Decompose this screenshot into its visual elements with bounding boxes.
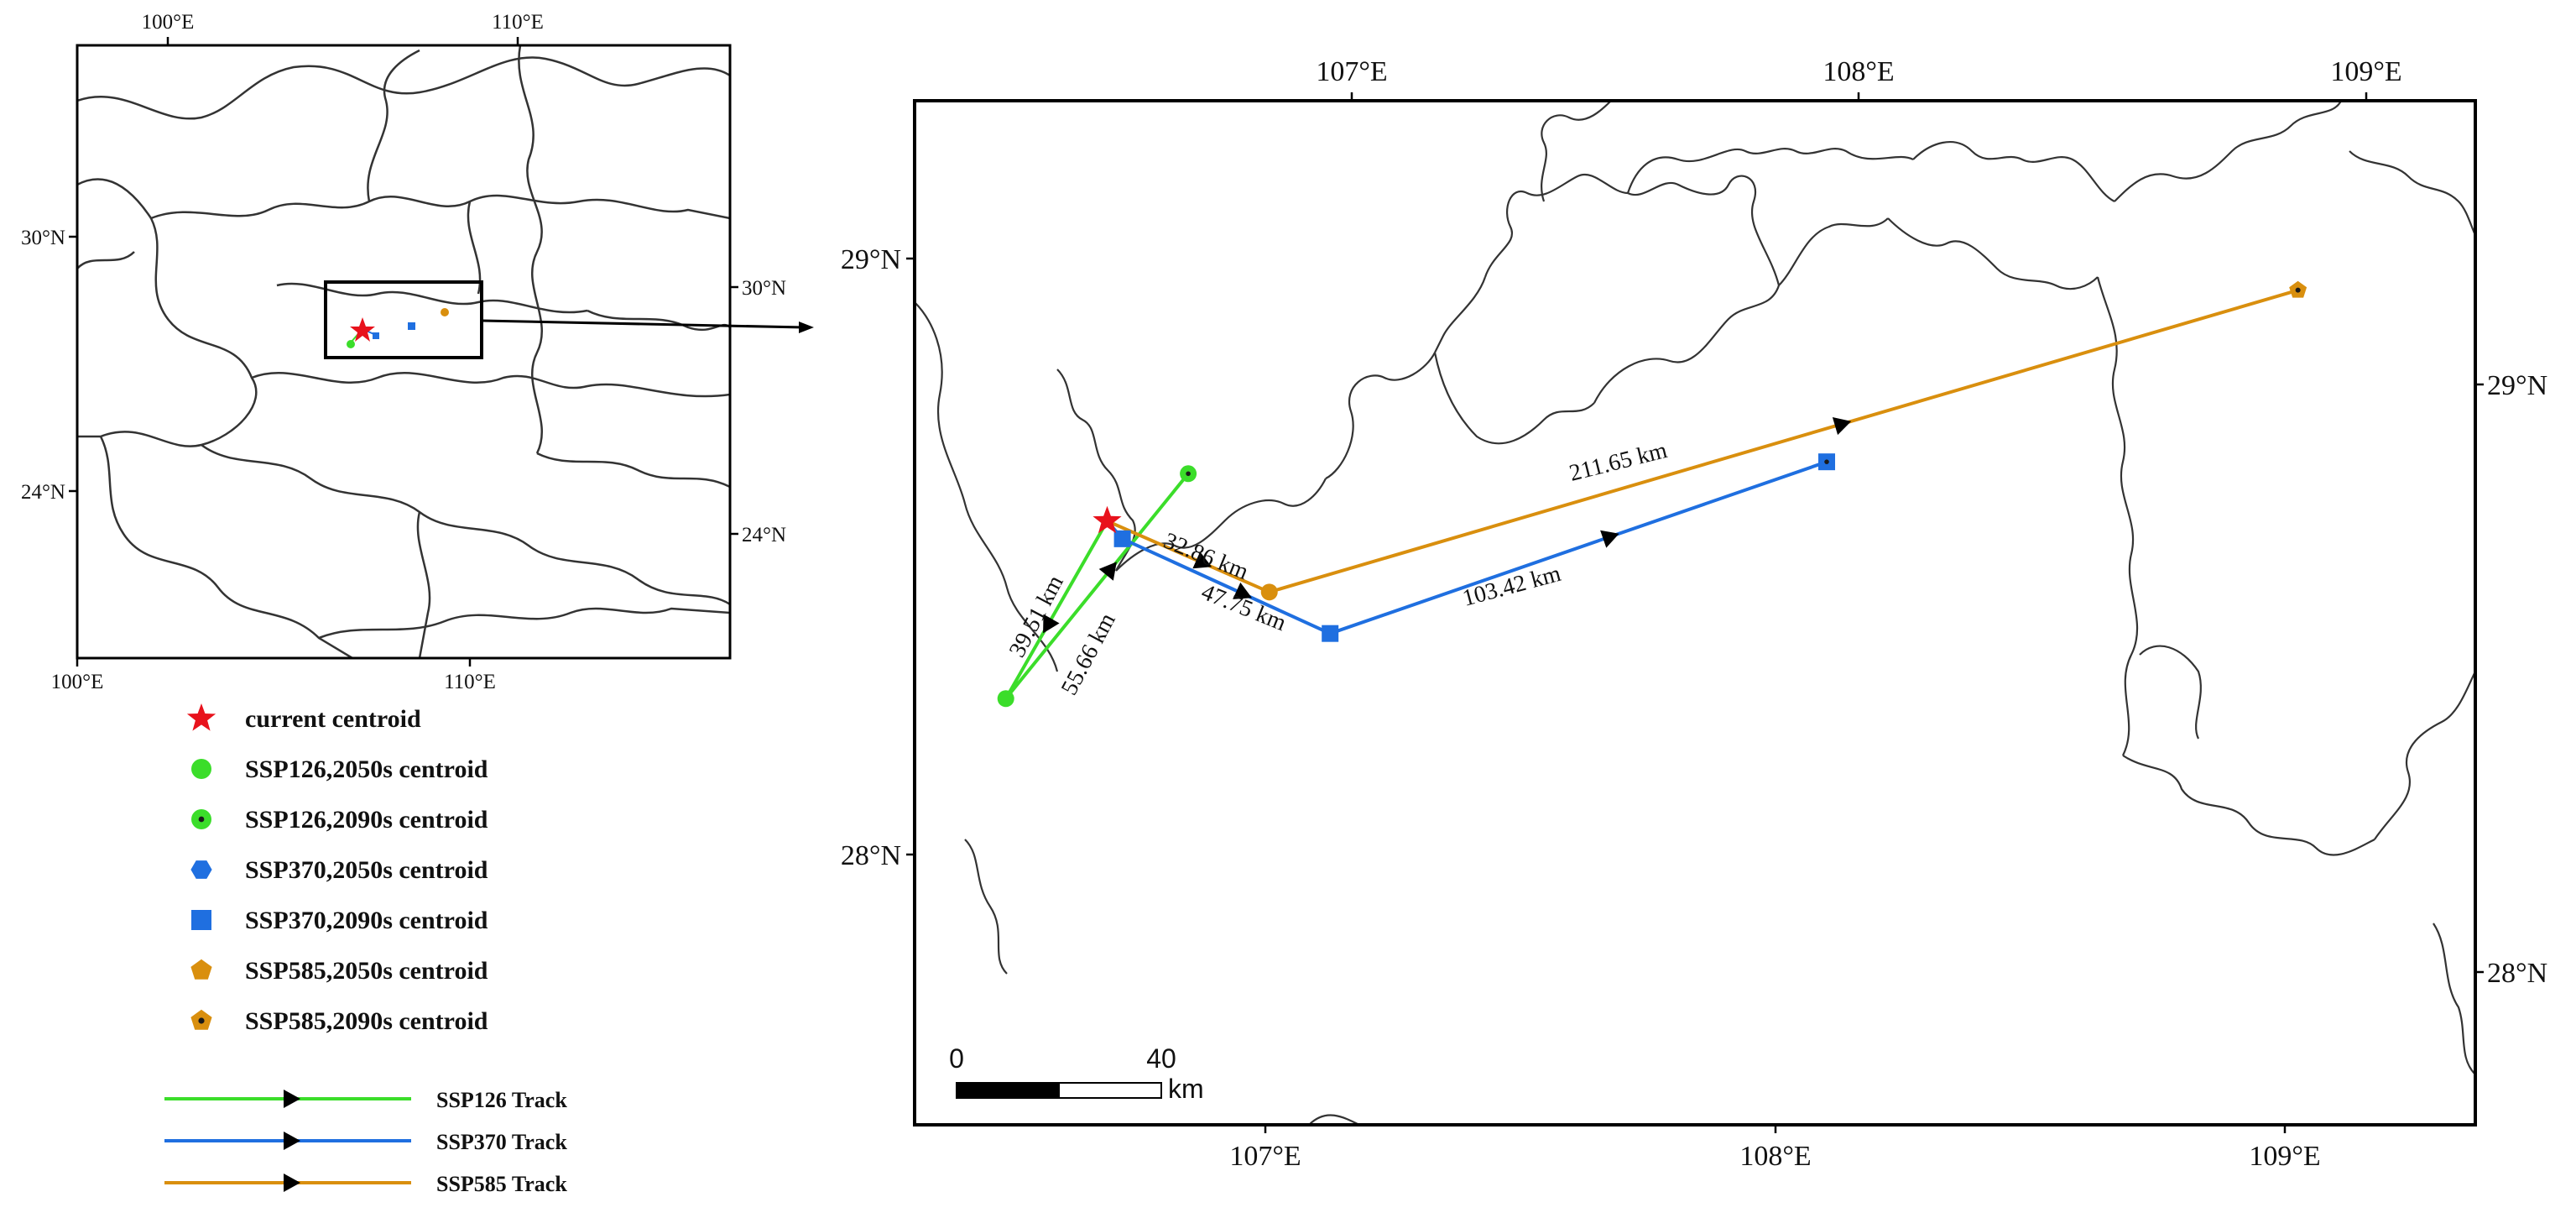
detail-top-tick-3: 109°E [2330,56,2401,87]
legend-label: SSP126,2090s centroid [245,806,488,834]
overview-top-tick-2: 110°E [492,11,544,34]
legend-track-label: SSP585 Track [436,1172,567,1196]
overview-top-tick-1: 100°E [142,11,195,34]
overview-right-tick-1: 30°N [742,277,786,300]
overview-left-tick-1: 30°N [21,227,65,249]
legend-label: current centroid [245,705,421,733]
scale-bar-unit: km [1168,1074,1204,1104]
centroid-marker-ssp370_2050 [1113,530,1131,547]
overview-map: 100°E 110°E 100°E 110°E 30°N 24°N 30°N 2… [21,11,814,693]
legend-label: SSP585,2050s centroid [245,957,488,985]
overview-to-detail-arrow [481,319,805,329]
centroid-marker-ssp126_2090 [1180,465,1197,483]
arrow-head-icon [799,321,814,333]
detail-tick-marks [906,92,2484,1133]
detail-bottom-tick-1: 107°E [1229,1141,1301,1172]
overview-inset-rect [324,280,483,359]
overview-left-tick-2: 24°N [21,481,65,504]
detail-bottom-tick-3: 109°E [2249,1141,2320,1172]
track-arrow-icon [1043,614,1060,634]
centroid-marker-ssp126_2050 [997,690,1014,708]
track-arrow-icon [1832,417,1852,436]
detail-frame [913,99,2477,1127]
legend-marker-icon [190,860,212,879]
detail-top-tick-1: 107°E [1316,56,1387,87]
centroid-marker-ssp585_2050 [1260,583,1278,601]
legend-marker-icon [191,759,211,779]
detail-left-tick-2: 28°N [841,840,901,871]
legend-markers: current centroid SSP126,2050s centroid SSP… [186,703,488,1035]
detail-centroid-markers [997,280,2307,708]
legend-marker-icon [191,910,211,930]
centroid-marker-ssp370_2090 [1322,625,1339,642]
scale-bar-start: 0 [949,1043,964,1074]
detail-tracks [1004,288,2299,700]
detail-left-tick-1: 29°N [841,244,901,275]
legend-marker-icon [186,703,216,731]
overview-bottom-tick-2: 110°E [444,671,496,693]
legend-track-label: SSP126 Track [436,1088,567,1112]
distance-label-ssp370-2090: 103.42 km [1460,561,1564,612]
detail-track-arrows [1043,417,1852,634]
track-arrow-icon [1098,562,1117,581]
legend: current centroid SSP126,2050s centroid SSP… [164,703,567,1196]
track-arrow-icon [1192,551,1212,569]
detail-right-tick-1: 29°N [2487,370,2547,401]
track-arrow-icon [1233,582,1252,599]
detail-top-tick-2: 108°E [1822,56,1894,87]
overview-right-tick-2: 24°N [742,524,786,546]
overview-inset-markers [347,308,449,348]
centroid-marker-ssp585_2090 [2289,280,2307,298]
legend-label: SSP585,2090s centroid [245,1007,488,1035]
detail-map: 39.51 km 55.66 km 32.86 km 47.75 km 103.… [841,56,2547,1172]
overview-tick-marks [69,37,738,667]
scale-bar-end: 40 [1146,1043,1176,1074]
detail-bottom-tick-2: 108°E [1739,1141,1811,1172]
legend-track-arrow-icon [284,1174,300,1192]
overview-frame [76,44,732,660]
legend-track-arrow-icon [284,1090,300,1108]
legend-label: SSP370,2050s centroid [245,856,488,884]
legend-label: SSP370,2090s centroid [245,907,488,934]
legend-track-label: SSP370 Track [436,1130,567,1154]
centroid-marker-ssp370_end [1818,453,1836,471]
legend-tracks: SSP126 Track SSP370 Track SSP585 Track [164,1088,567,1196]
track-line-ssp585 [1106,288,2299,594]
track-arrow-icon [1600,530,1619,548]
centroid-marker-current [1092,505,1122,534]
detail-right-tick-2: 28°N [2487,958,2547,989]
overview-boundaries [77,45,730,658]
legend-marker-icon [190,959,212,980]
detail-boundaries [915,101,2475,1125]
legend-track-arrow-icon [284,1132,300,1150]
legend-marker-icon [191,809,211,829]
overview-bottom-tick-1: 100°E [51,671,104,693]
legend-marker-icon [190,1009,212,1030]
scale-bar: 0 40 km [949,1043,1204,1104]
legend-label: SSP126,2050s centroid [245,755,488,783]
